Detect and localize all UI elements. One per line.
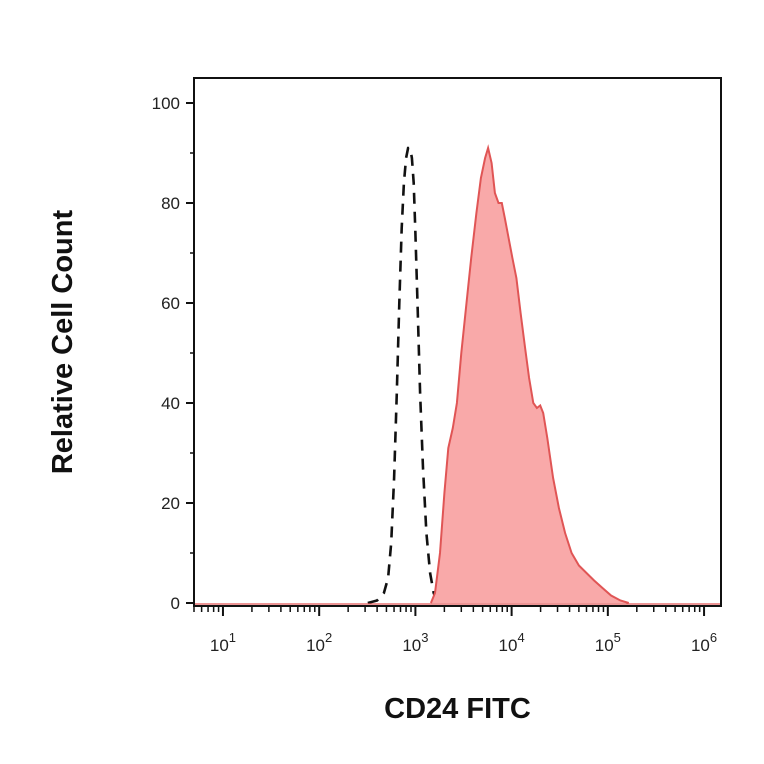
y-tick-label-0: 0 [171, 594, 180, 613]
y-axis-title: Relative Cell Count [47, 210, 79, 475]
series-1-area [430, 148, 629, 603]
x-tick-label-4: 104 [499, 630, 525, 655]
plot-frame [193, 77, 722, 607]
y-tick-label-100: 100 [152, 94, 180, 113]
x-tick-label-5: 105 [595, 630, 621, 655]
x-tick-label-1: 101 [210, 630, 236, 655]
x-tick-label-6: 106 [691, 630, 717, 655]
x-tick-label-2: 102 [306, 630, 332, 655]
y-tick-label-80: 80 [161, 194, 180, 213]
x-tick-label-3: 103 [402, 630, 428, 655]
series-1-line [429, 144, 630, 604]
series-0-line [367, 146, 439, 605]
x-axis-title: CD24 FITC [384, 693, 531, 725]
y-tick-label-60: 60 [161, 294, 180, 313]
y-tick-label-40: 40 [161, 394, 180, 413]
y-tick-label-20: 20 [161, 494, 180, 513]
